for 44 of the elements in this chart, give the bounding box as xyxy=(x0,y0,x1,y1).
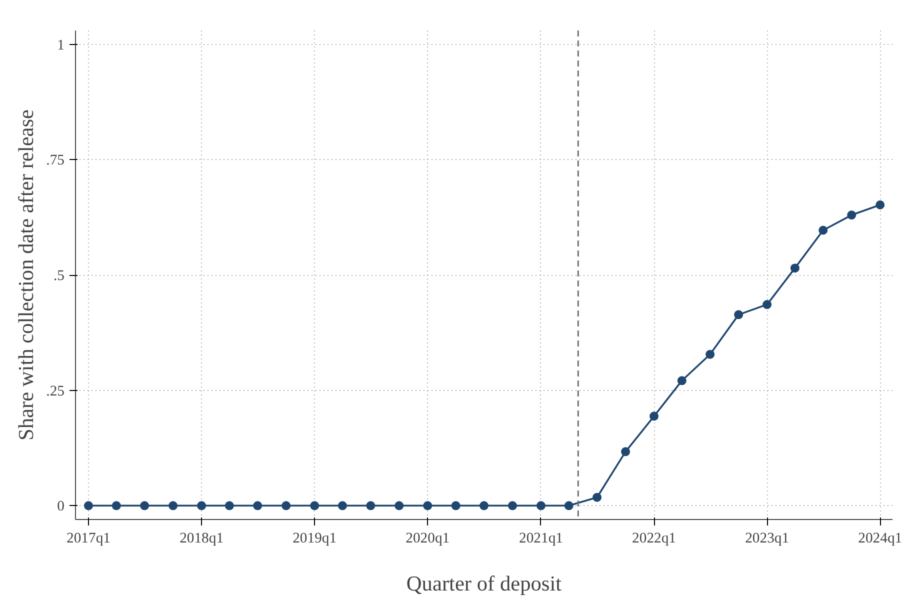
point xyxy=(310,501,320,510)
point xyxy=(451,501,460,510)
point xyxy=(224,501,234,510)
point xyxy=(592,492,602,502)
point xyxy=(706,350,715,359)
x-tick-label: 2019q1 xyxy=(292,530,337,546)
x-tick-label: 2020q1 xyxy=(406,530,450,546)
y-tick-label: 0 xyxy=(57,498,64,515)
x-tick-label: 2022q1 xyxy=(632,530,676,546)
point xyxy=(112,501,121,510)
x-axis-title: Quarter of deposit xyxy=(406,572,562,596)
point xyxy=(847,210,856,220)
x-tick-label: 2018q1 xyxy=(180,530,224,546)
point xyxy=(366,501,376,510)
y-tick-label: .25 xyxy=(46,383,65,400)
y-tick-label: 1 xyxy=(57,37,64,54)
point xyxy=(564,501,574,510)
point xyxy=(84,501,94,510)
point xyxy=(790,264,800,273)
point xyxy=(140,501,150,510)
point xyxy=(876,200,885,210)
point xyxy=(394,501,404,510)
point xyxy=(282,501,291,510)
y-axis-title: Share with collection date after release xyxy=(14,109,38,441)
x-tick-label: 2017q1 xyxy=(66,530,110,546)
y-tick-label: .5 xyxy=(54,268,65,284)
x-tick-label: 2021q1 xyxy=(519,530,563,546)
point xyxy=(168,501,178,510)
point xyxy=(818,226,828,235)
x-tick-label: 2024q1 xyxy=(858,530,902,546)
x-tick-label: 2023q1 xyxy=(745,530,790,546)
point xyxy=(480,501,488,510)
point xyxy=(253,501,262,510)
point xyxy=(423,501,432,510)
y-tick-label: .75 xyxy=(46,152,65,169)
point xyxy=(197,501,206,510)
point xyxy=(621,447,630,456)
point xyxy=(536,501,546,510)
point xyxy=(677,376,686,386)
point xyxy=(734,310,744,320)
point xyxy=(338,501,347,510)
point xyxy=(650,412,659,421)
point xyxy=(508,501,517,510)
point xyxy=(762,300,772,310)
